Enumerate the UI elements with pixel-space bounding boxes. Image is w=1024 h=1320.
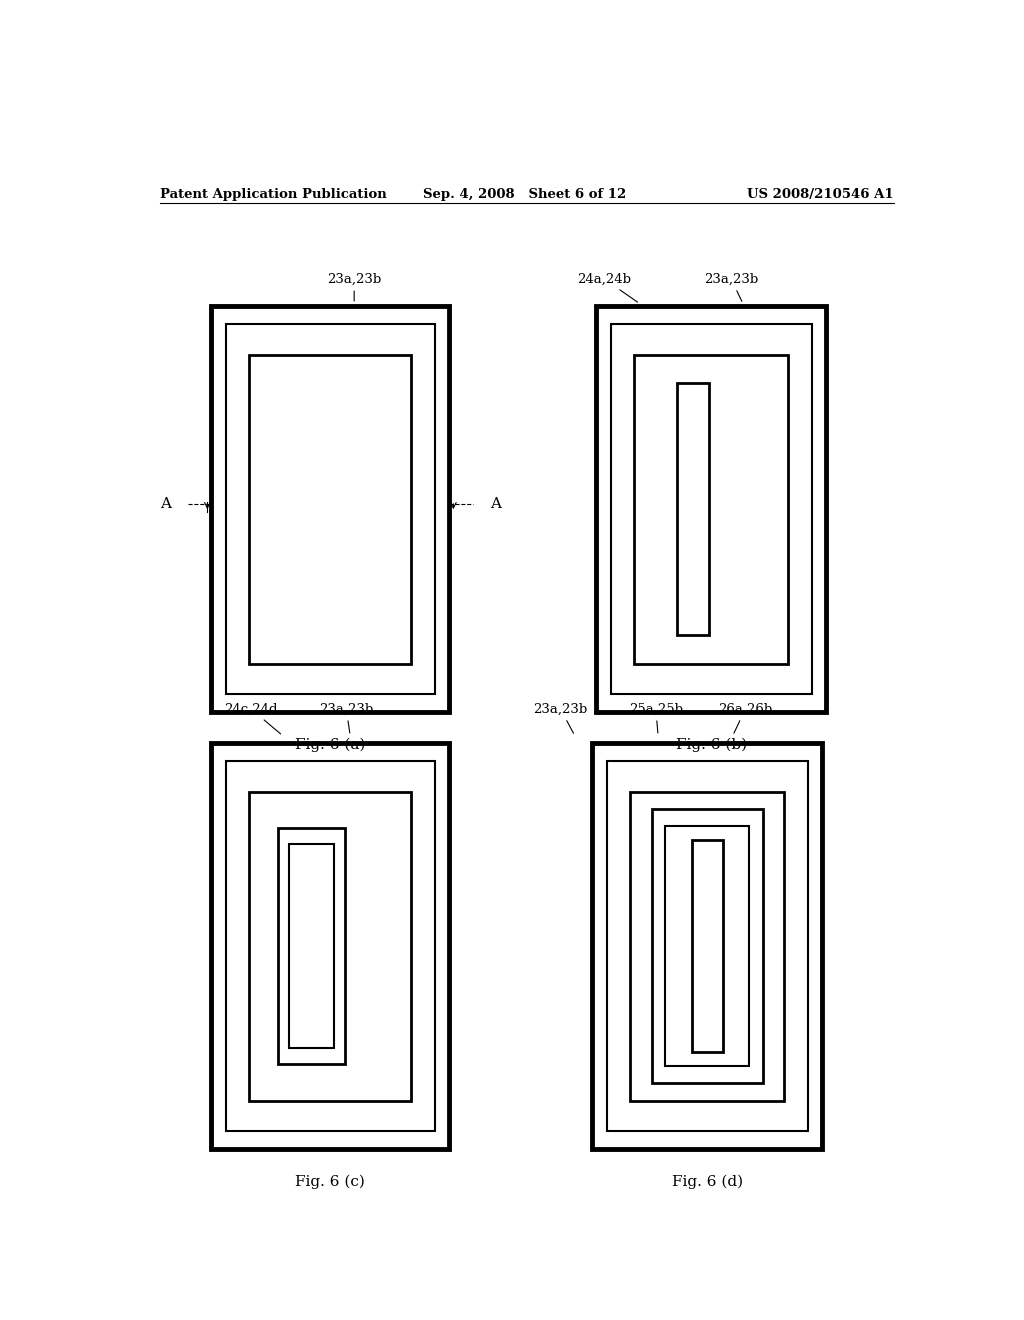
Text: Fig. 6 (a): Fig. 6 (a)	[295, 738, 366, 752]
Bar	[610, 325, 812, 694]
Bar	[606, 762, 808, 1131]
Text: 23a,23b: 23a,23b	[705, 272, 758, 301]
Bar	[652, 809, 763, 1084]
Text: Fig. 6 (c): Fig. 6 (c)	[296, 1175, 366, 1189]
Bar	[596, 306, 826, 713]
Bar	[631, 792, 784, 1101]
Text: US 2008/210546 A1: US 2008/210546 A1	[748, 189, 894, 202]
Bar	[278, 828, 345, 1064]
Text: 26a,26b: 26a,26b	[718, 702, 772, 733]
Bar	[250, 355, 412, 664]
Bar	[225, 325, 435, 694]
Text: 25a,25b: 25a,25b	[629, 702, 683, 733]
Bar	[677, 383, 709, 635]
Text: A: A	[490, 496, 501, 511]
Text: Fig. 6 (d): Fig. 6 (d)	[672, 1175, 742, 1189]
Bar	[211, 306, 450, 713]
Bar	[592, 743, 822, 1150]
Bar	[666, 826, 750, 1067]
Text: A: A	[160, 496, 171, 511]
Text: Fig. 6 (b): Fig. 6 (b)	[676, 738, 746, 752]
Bar	[225, 762, 435, 1131]
Text: 23a,23b: 23a,23b	[534, 702, 588, 734]
Text: 24a,24b: 24a,24b	[578, 272, 638, 302]
Text: Sep. 4, 2008   Sheet 6 of 12: Sep. 4, 2008 Sheet 6 of 12	[423, 189, 627, 202]
Text: 23a,23b: 23a,23b	[319, 702, 374, 733]
Text: 24c,24d: 24c,24d	[224, 702, 281, 734]
Text: 23a,23b: 23a,23b	[327, 272, 381, 301]
Text: Patent Application Publication: Patent Application Publication	[160, 189, 386, 202]
Bar	[250, 792, 412, 1101]
Bar	[634, 355, 788, 664]
Bar	[211, 743, 450, 1150]
Bar	[289, 845, 334, 1048]
Bar	[692, 841, 723, 1052]
